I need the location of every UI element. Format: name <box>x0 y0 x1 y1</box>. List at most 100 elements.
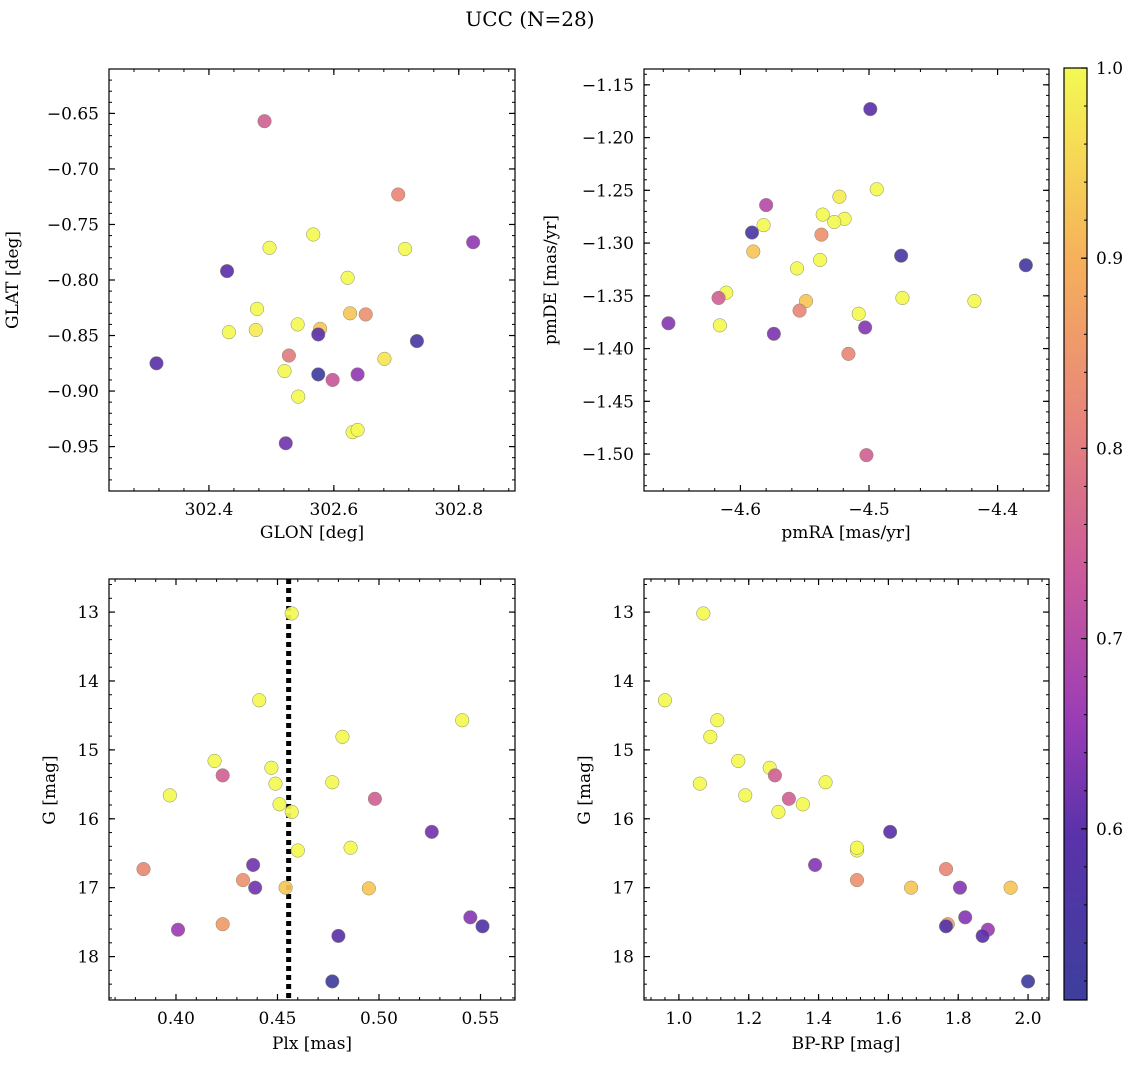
scatter-point <box>391 187 406 202</box>
minor-ticks <box>108 68 515 492</box>
scatter-point <box>781 791 796 806</box>
x-tick-label: 1.8 <box>945 1009 972 1029</box>
y-tick-label: −1.45 <box>582 392 634 412</box>
scatter-points <box>661 102 1033 463</box>
scatter-panel-4: 1.0 1.2 1.4 1.6 1.8 2.0 13 14 15 16 17 18 BP-RP [mag… <box>575 578 1050 1054</box>
y-axis-label: GLAT [deg] <box>3 231 23 329</box>
x-axis-label: Plx [mas] <box>272 1034 352 1054</box>
y-tick-label: −1.30 <box>582 234 634 254</box>
scatter-point <box>215 917 230 932</box>
scatter-point <box>221 325 236 340</box>
scatter-point <box>264 760 279 775</box>
scatter-point <box>170 922 186 937</box>
y-tick-label: −1.25 <box>582 181 634 201</box>
scatter-point <box>278 880 293 895</box>
scatter-point <box>257 114 272 129</box>
scatter-point <box>358 307 373 322</box>
scatter-point <box>361 881 376 896</box>
scatter-point <box>657 693 672 708</box>
scatter-point <box>424 824 439 839</box>
y-tick-label: 13 <box>612 603 634 623</box>
scatter-point <box>814 227 829 242</box>
x-axis-label: GLON [deg] <box>260 523 364 543</box>
scatter-point <box>696 606 711 621</box>
scatter-point <box>284 804 299 819</box>
x-tick-label: 1.4 <box>805 1009 832 1029</box>
scatter-point <box>792 303 807 318</box>
scatter-point <box>398 241 413 256</box>
scatter-point <box>325 775 340 790</box>
scatter-point <box>813 252 828 268</box>
scatter-point <box>249 301 265 316</box>
scatter-point <box>746 244 761 259</box>
y-tick-label: −0.95 <box>47 438 99 458</box>
scatter-point <box>325 974 340 989</box>
scatter-point <box>711 290 726 305</box>
scatter-panel-2: −4.6 −4.5 −4.4 −1.50 −1.45 −1.40 −1.35 −1.30 −1.… <box>541 68 1050 543</box>
scatter-point <box>692 776 707 791</box>
scatter-point <box>252 693 267 708</box>
scatter-point <box>808 857 823 872</box>
x-tick-label: 0.45 <box>259 1009 297 1029</box>
scatter-point <box>377 351 392 366</box>
scatter-point <box>277 364 292 379</box>
x-tick-label: 1.0 <box>665 1009 692 1029</box>
colorbar-gradient <box>1063 67 1088 1001</box>
x-tick-label: 2.0 <box>1015 1009 1042 1029</box>
scatter-point <box>789 261 805 276</box>
y-tick-label: −0.70 <box>47 160 99 180</box>
y-tick-label: 18 <box>612 948 634 968</box>
scatter-point <box>851 306 866 321</box>
scatter-point <box>343 840 358 855</box>
y-tick-label: 17 <box>77 879 99 899</box>
y-tick-label: 17 <box>612 879 634 899</box>
scatter-point <box>284 606 299 621</box>
scatter-point <box>767 768 782 783</box>
scatter-point <box>869 182 884 197</box>
scatter-point <box>409 334 424 349</box>
scatter-point <box>744 225 760 240</box>
scatter-point <box>335 729 350 744</box>
scatter-point <box>162 788 177 803</box>
y-axis-label: pmDE [mas/yr] <box>541 215 561 345</box>
y-axis-label: G [mag] <box>575 755 595 824</box>
scatter-point <box>268 776 283 791</box>
scatter-point <box>350 367 365 382</box>
scatter-point <box>710 713 725 728</box>
scatter-point <box>815 207 830 222</box>
scatter-point <box>331 928 346 943</box>
scatter-point <box>738 788 753 803</box>
scatter-point <box>895 290 910 305</box>
x-axis-label: BP-RP [mag] <box>792 1034 901 1054</box>
y-tick-label: 15 <box>77 741 99 761</box>
scatter-point <box>248 322 263 338</box>
scatter-point <box>248 880 263 895</box>
scatter-point <box>863 102 878 117</box>
y-tick-label: −1.35 <box>582 287 634 307</box>
scatter-point <box>291 389 306 404</box>
scatter-points <box>136 606 490 989</box>
scatter-point <box>325 372 340 387</box>
scatter-points <box>149 114 481 451</box>
x-tick-label: 302.4 <box>185 500 234 520</box>
colorbar-tick-label: 0.9 <box>1096 249 1123 269</box>
scatter-point <box>661 316 676 331</box>
y-tick-label: −0.65 <box>47 104 99 124</box>
colorbar-tick-label: 0.6 <box>1096 820 1123 840</box>
scatter-point <box>311 367 326 382</box>
colorbar-tick-label: 1.0 <box>1096 59 1123 79</box>
figure-title: UCC (N=28) <box>465 7 594 31</box>
x-tick-label: 0.50 <box>360 1009 398 1029</box>
x-tick-label: 1.2 <box>735 1009 762 1029</box>
scatter-point <box>841 346 856 361</box>
scatter-point <box>136 862 151 877</box>
scatter-point <box>827 214 842 230</box>
scatter-point <box>207 753 222 768</box>
scatter-point <box>1003 880 1018 895</box>
y-tick-label: 14 <box>612 672 634 692</box>
scatter-point <box>975 928 990 943</box>
scatter-point <box>712 318 727 333</box>
scatter-point <box>858 320 873 335</box>
scatter-point <box>731 753 746 768</box>
